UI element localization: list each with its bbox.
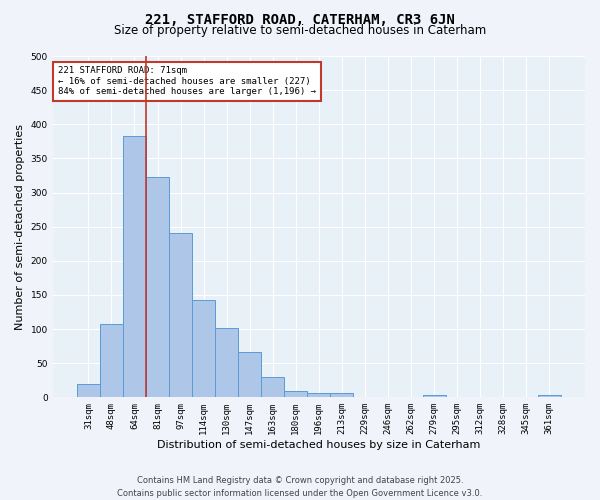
Bar	[261, 377, 284, 398]
Bar	[307, 393, 331, 398]
Bar	[192, 300, 215, 398]
Bar	[146, 177, 169, 398]
Bar	[331, 393, 353, 398]
Bar	[100, 324, 123, 398]
Bar	[284, 390, 307, 398]
Bar	[538, 396, 561, 398]
Bar	[238, 352, 261, 398]
Text: 221 STAFFORD ROAD: 71sqm
← 16% of semi-detached houses are smaller (227)
84% of : 221 STAFFORD ROAD: 71sqm ← 16% of semi-d…	[58, 66, 316, 96]
Bar	[123, 136, 146, 398]
Bar	[422, 396, 446, 398]
X-axis label: Distribution of semi-detached houses by size in Caterham: Distribution of semi-detached houses by …	[157, 440, 481, 450]
Text: Size of property relative to semi-detached houses in Caterham: Size of property relative to semi-detach…	[114, 24, 486, 37]
Bar	[215, 328, 238, 398]
Bar	[77, 384, 100, 398]
Bar	[169, 233, 192, 398]
Text: 221, STAFFORD ROAD, CATERHAM, CR3 6JN: 221, STAFFORD ROAD, CATERHAM, CR3 6JN	[145, 12, 455, 26]
Y-axis label: Number of semi-detached properties: Number of semi-detached properties	[15, 124, 25, 330]
Text: Contains HM Land Registry data © Crown copyright and database right 2025.
Contai: Contains HM Land Registry data © Crown c…	[118, 476, 482, 498]
